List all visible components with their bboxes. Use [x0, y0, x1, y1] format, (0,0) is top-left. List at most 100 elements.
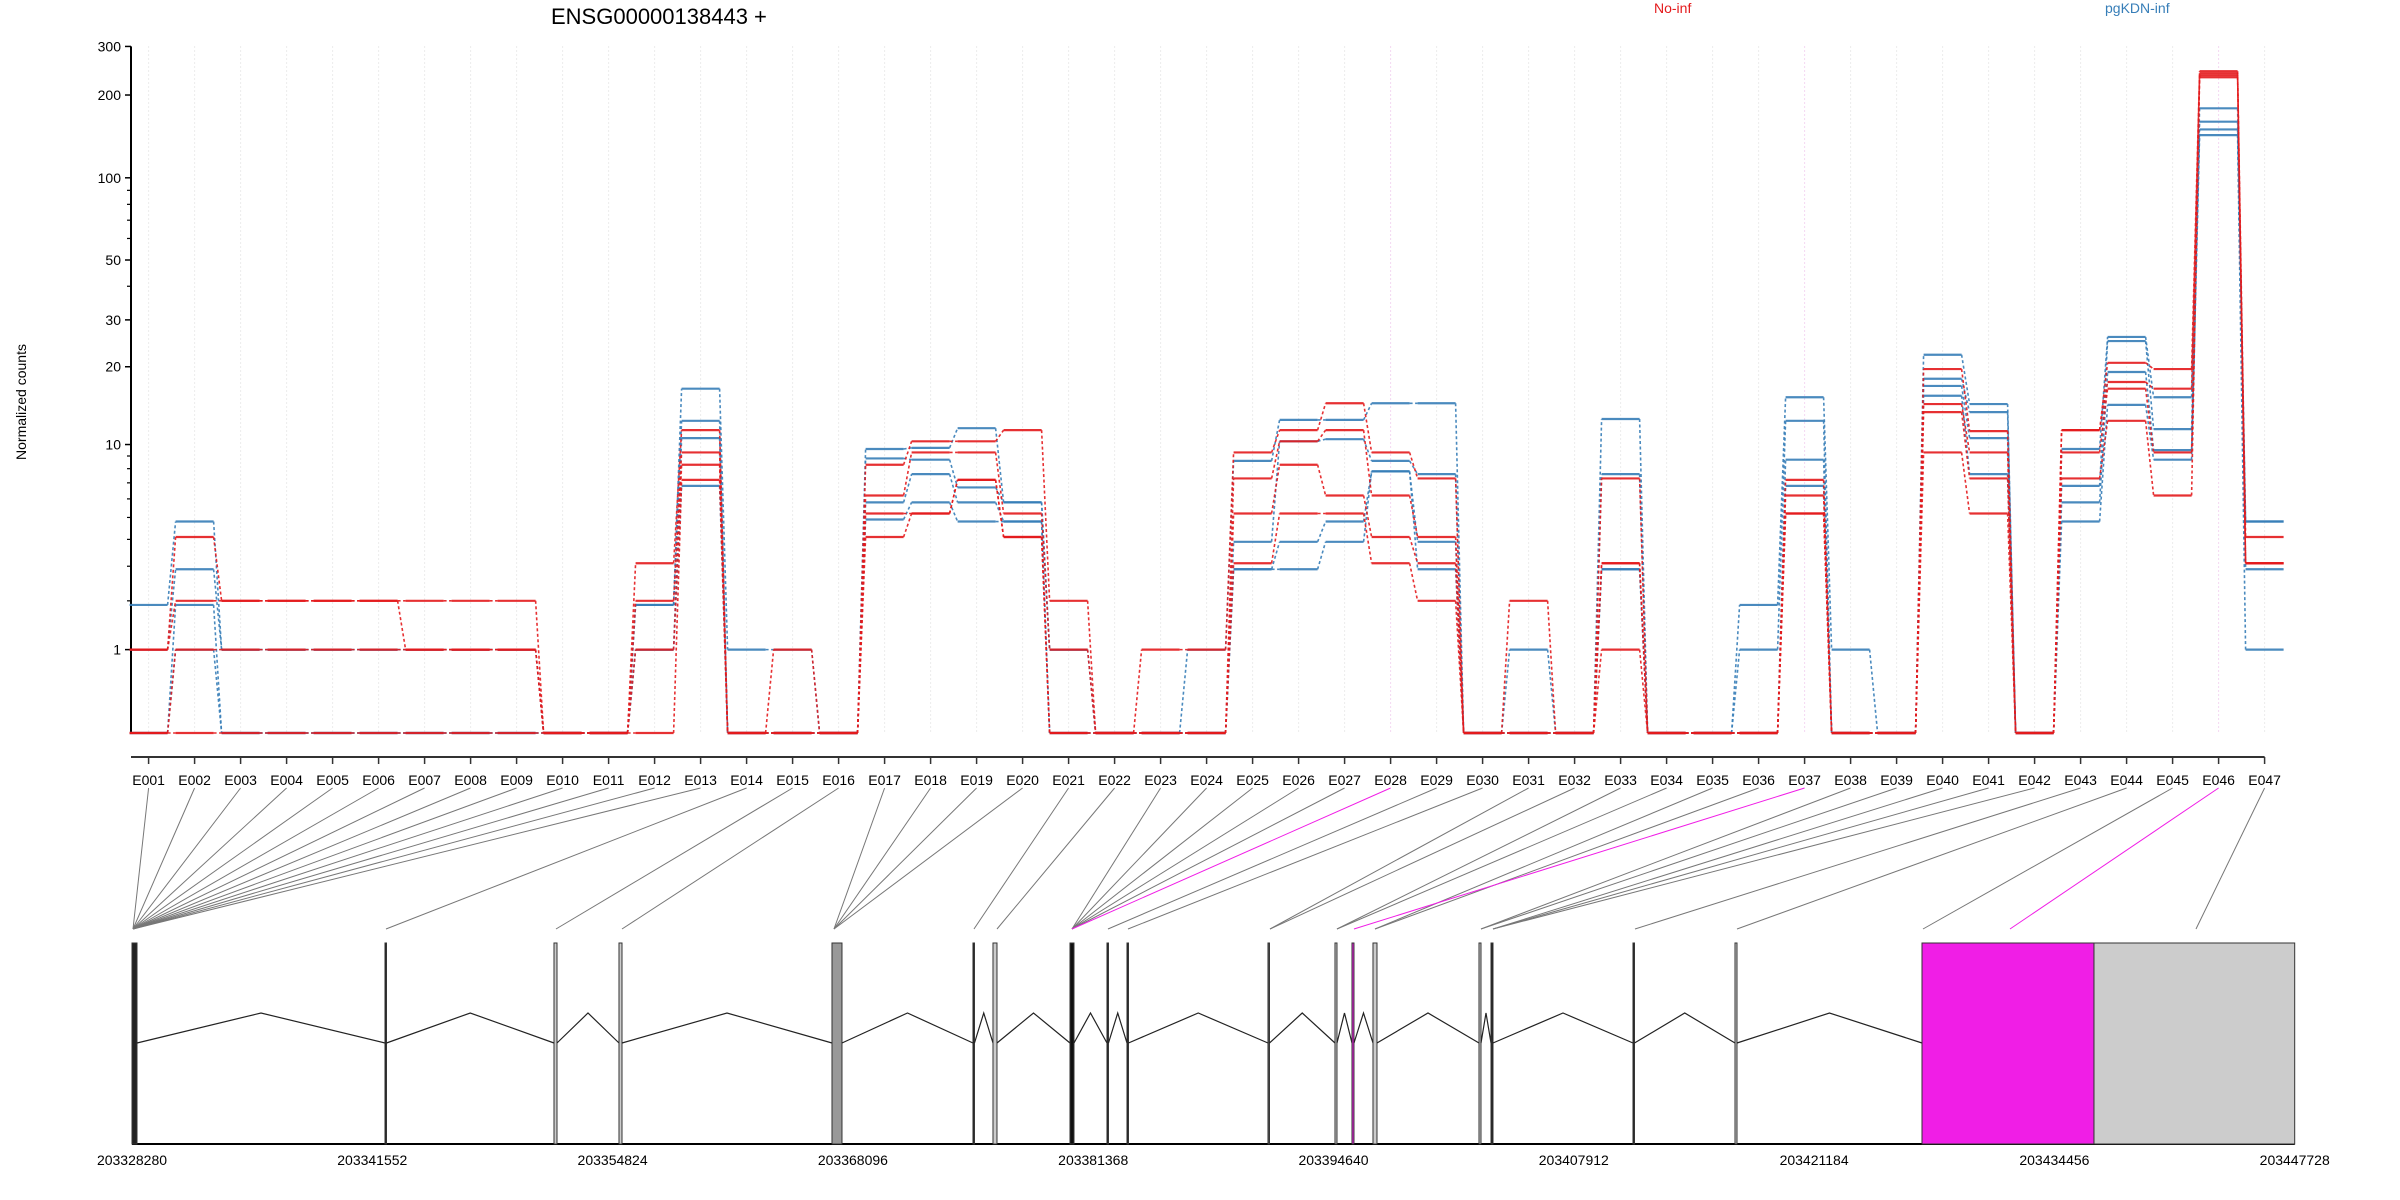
transition-line — [2052, 448, 2063, 734]
x-axis: E001 E002 E003 E004 E005 E006 E007 E008 E009 E010… — [131, 756, 2281, 788]
connector-e022 — [996, 787, 1115, 930]
connector-e017 — [833, 787, 886, 930]
transition-line — [2098, 336, 2109, 450]
intron-line — [621, 1012, 833, 1044]
transition-line — [856, 513, 867, 734]
x-tick-label-e018: E018 — [914, 772, 947, 788]
gene-model-exon — [384, 942, 387, 1145]
x-tick-label-e012: E012 — [638, 772, 671, 788]
transition-line — [1914, 404, 1925, 734]
gene-model-exon — [1478, 942, 1482, 1145]
transition-line — [1454, 478, 1465, 734]
transition-line — [212, 569, 223, 650]
transition-line — [1362, 438, 1373, 462]
transition-line — [672, 430, 683, 564]
genomic-tick-label: 203447728 — [2260, 1152, 2330, 1168]
genomic-tick-label: 203354824 — [578, 1152, 648, 1168]
transition-line — [1730, 604, 1741, 734]
x-tick-label-e030: E030 — [1466, 772, 1499, 788]
connector-e006 — [132, 787, 379, 930]
connector-e035 — [1374, 787, 1713, 930]
transition-line — [902, 502, 913, 520]
transition-line — [948, 473, 959, 503]
x-tick-label-e007: E007 — [408, 772, 441, 788]
transition-line — [1362, 495, 1373, 538]
connector-e001 — [132, 787, 150, 930]
transition-line — [1270, 441, 1281, 479]
transition-line — [1592, 563, 1603, 734]
x-tick-label-e006: E006 — [362, 772, 395, 788]
transition-line — [1822, 495, 1833, 734]
transition-line — [1132, 649, 1143, 734]
x-tick-label-e003: E003 — [224, 772, 257, 788]
transition-line — [994, 502, 1005, 522]
connector-e008 — [132, 787, 471, 930]
connector-e044 — [1736, 787, 2127, 930]
legend-no-inf: No-inf — [1654, 0, 1691, 16]
intron-line — [1128, 1012, 1269, 1044]
x-tick-label-e021: E021 — [1052, 772, 1085, 788]
x-tick-label-e013: E013 — [684, 772, 717, 788]
connector-e032 — [1269, 787, 1575, 930]
transition-line — [1960, 452, 1971, 514]
y-tick-label: 10 — [105, 437, 121, 453]
x-tick-label-e002: E002 — [178, 772, 211, 788]
transition-line — [1822, 513, 1833, 734]
connector-e020 — [833, 787, 1023, 930]
connector-e043 — [1634, 787, 2081, 930]
series-no-inf-sample-4 — [129, 76, 2284, 735]
transition-line — [212, 649, 223, 734]
connector-e018 — [833, 787, 932, 930]
transition-line — [902, 473, 913, 503]
transition-line — [1362, 471, 1373, 542]
transition-line — [2144, 420, 2155, 496]
connector-e039 — [1480, 787, 1897, 930]
connector-e037 — [1353, 787, 1805, 930]
genomic-tick-label: 203434456 — [2019, 1152, 2089, 1168]
x-tick-label-e001: E001 — [132, 772, 165, 788]
genomic-tick-label: 203394640 — [1298, 1152, 1368, 1168]
intron-line — [841, 1012, 974, 1044]
transition-line — [1776, 397, 1787, 605]
connector-e007 — [132, 787, 425, 930]
gene-model-exon — [1334, 942, 1338, 1145]
gene-model-exon — [1921, 942, 2095, 1145]
transition-line — [1960, 368, 1971, 432]
transition-line — [1317, 438, 1326, 443]
transition-line — [1592, 649, 1603, 734]
transition-line — [1362, 471, 1373, 522]
transition-line — [1270, 419, 1281, 462]
transition-line — [1040, 513, 1051, 650]
genomic-tick-label: 203407912 — [1539, 1152, 1609, 1168]
connector-e013 — [132, 787, 701, 930]
y-tick-label: 1 — [113, 642, 121, 658]
intron-line — [1480, 1012, 1492, 1044]
gene-model-exon — [553, 942, 558, 1145]
y-tick-label: 20 — [105, 359, 121, 375]
transition-line — [672, 464, 683, 650]
transition-line — [1592, 478, 1603, 734]
x-tick-label-e036: E036 — [1742, 772, 1775, 788]
x-tick-label-e010: E010 — [546, 772, 579, 788]
transition-line — [1316, 464, 1327, 496]
x-tick-label-e047: E047 — [2248, 772, 2281, 788]
x-tick-label-e046: E046 — [2202, 772, 2235, 788]
x-tick-label-e008: E008 — [454, 772, 487, 788]
transition-line — [166, 600, 177, 650]
x-tick-label-e005: E005 — [316, 772, 349, 788]
x-tick-label-e016: E016 — [822, 772, 855, 788]
y-tick-label: 30 — [105, 312, 121, 328]
transition-line — [1960, 354, 1971, 405]
connector-e041 — [1492, 787, 1989, 930]
transition-line — [1040, 430, 1051, 601]
transition-line — [626, 649, 637, 734]
y-axis: 1 10 20 30 50 100 200 300 — [98, 38, 132, 733]
x-tick-label-e009: E009 — [500, 772, 533, 788]
transition-line — [1638, 478, 1649, 734]
gene-model-exon — [618, 942, 623, 1145]
genomic-tick-label: 203421184 — [1780, 1152, 1849, 1168]
gene-model-exon — [972, 942, 975, 1145]
genomic-tick-label: 203368096 — [818, 1152, 888, 1168]
connector-e047 — [2195, 787, 2266, 930]
connector-e019 — [833, 787, 977, 930]
